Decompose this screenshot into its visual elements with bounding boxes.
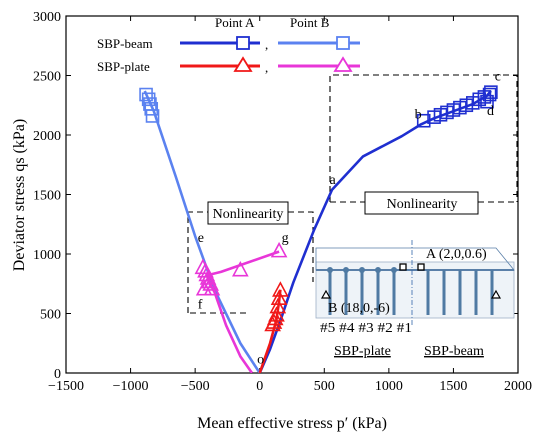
series-marker-1 (145, 109, 160, 123)
x-tick-label: 1500 (439, 379, 467, 394)
inset-pile-heads (327, 267, 397, 273)
inset-point-b-beam (490, 289, 502, 299)
legend-marker-plate-a (233, 56, 253, 72)
inset-point-a-plate (399, 263, 407, 271)
legend-label-sbp-plate: SBP-plate (97, 59, 150, 74)
series-layer (139, 85, 498, 373)
svg-text:Nonlinearity: Nonlinearity (387, 197, 458, 212)
y-tick-label: 2000 (33, 129, 61, 144)
y-tick-label: 3000 (33, 10, 61, 25)
x-tick-label: −500 (181, 379, 210, 394)
inset-background (315, 261, 515, 319)
axis-ticks: −1500 −1000 −500 0 500 1000 1500 2000 0 500 1000 15… (33, 10, 532, 394)
x-tick-label: −1500 (48, 379, 84, 394)
annotation-label: o (257, 352, 264, 367)
x-tick-label: 500 (314, 379, 335, 394)
legend-separator-beam: , (265, 37, 268, 52)
series-line-1 (143, 90, 261, 373)
legend-separator-plate: , (265, 60, 268, 75)
nonlinearity-label-left: Nonlinearity (207, 201, 289, 225)
series-line-0 (258, 90, 492, 373)
series-marker-1 (139, 87, 153, 102)
annotation-label: d (487, 104, 494, 119)
legend-header-point-a: Point A (215, 15, 255, 30)
x-tick-label: 1000 (375, 379, 403, 394)
series-marker-1 (144, 102, 159, 116)
inset-point-a-label: A (2,0,0.6) (426, 247, 487, 262)
annotation-label: a (329, 173, 336, 188)
series-marker-2 (270, 289, 288, 306)
y-tick-label: 1000 (33, 248, 61, 263)
series-marker-3 (270, 241, 288, 258)
legend-marker-plate-b (333, 56, 353, 72)
y-tick-label: 0 (54, 367, 61, 382)
series-marker-3 (195, 280, 213, 296)
x-tick-label: 2000 (504, 379, 532, 394)
series-marker-0 (472, 92, 487, 107)
inset-piles-plate (328, 270, 396, 315)
y-tick-label: 500 (40, 308, 61, 323)
inset-pile-labels: #5 #4 #3 #2 #1 (320, 321, 412, 336)
legend-header-point-b: Point B (290, 15, 330, 30)
legend-marker-beam-b (336, 36, 350, 50)
nonlinearity-label-right: Nonlinearity (364, 191, 479, 215)
series-marker-0 (482, 87, 497, 102)
point-annotations: a b c d e f g o (198, 69, 501, 367)
legend-marker-beam-a (236, 36, 250, 50)
series-marker-1 (141, 92, 156, 107)
series-line-3 (205, 250, 280, 373)
svg-text:Nonlinearity: Nonlinearity (213, 207, 284, 222)
x-tick-label: 0 (256, 379, 263, 394)
y-tick-label: 2500 (33, 70, 61, 85)
inset-point-b-label: B (18,0,-6) (328, 301, 390, 316)
series-marker-3 (232, 260, 249, 277)
annotation-label: f (198, 298, 203, 313)
series-marker-2 (269, 297, 287, 314)
series-marker-0 (484, 85, 498, 99)
series-marker-2 (268, 306, 285, 322)
x-axis-label: Mean effective stress p′ (kPa) (197, 415, 387, 432)
series-marker-0 (416, 113, 431, 128)
series-marker-3 (202, 275, 219, 291)
annotation-label: e (198, 231, 204, 246)
inset-point-b-plate (320, 289, 332, 299)
annotation-label: b (415, 107, 422, 122)
inset-piles-beam (426, 270, 494, 315)
series-marker-2 (272, 281, 289, 297)
inset-point-a-beam (417, 263, 425, 271)
y-tick-label: 1500 (33, 189, 61, 204)
nonlinearity-box-right (329, 74, 518, 203)
series-marker-0 (480, 94, 494, 109)
inset-label-plate: SBP-plate (334, 344, 391, 359)
legend-label-sbp-beam: SBP-beam (97, 36, 153, 51)
y-axis-label: Deviator stress qs (kPa) (11, 119, 28, 271)
x-tick-label: −1000 (113, 379, 149, 394)
annotation-label: c (495, 69, 501, 84)
inset-label-beam: SBP-beam (424, 344, 484, 359)
legend: Point A Point B SBP-beam SBP-plate , , (97, 15, 360, 75)
annotation-label: g (282, 231, 289, 246)
inset-diagram: A (2,0,0.6) B (18,0,-6) #5 #4 #3 #2 #1 S… (315, 240, 515, 359)
